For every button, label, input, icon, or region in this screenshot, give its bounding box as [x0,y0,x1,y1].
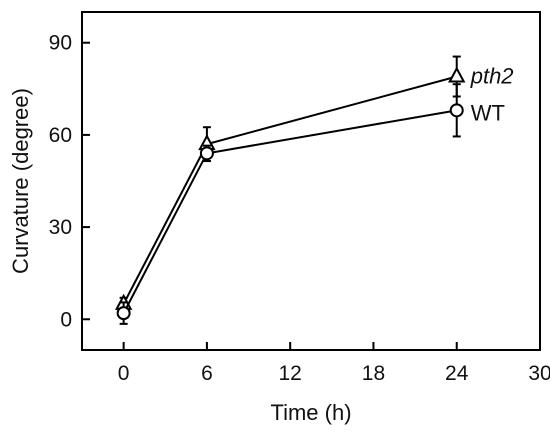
y-tick-label: 90 [49,32,72,55]
x-axis: 0 6 12 18 24 30 [118,342,550,385]
y-tick-label: 0 [60,308,72,331]
series-line-wt [122,109,457,314]
series-layer: pth2 WT [114,55,514,325]
x-tick-label: 6 [201,362,213,385]
x-axis-label: Time (h) [270,400,351,425]
y-axis: 0 30 60 90 [49,32,90,331]
y-tick-label: 60 [49,124,72,147]
x-tick-label: 12 [279,362,302,385]
data-point-circle [449,103,464,118]
x-tick-label: 24 [445,362,469,385]
series-line-pth2 [122,75,457,305]
x-tick-label: 30 [528,362,550,385]
series-label-pth2: pth2 [470,64,514,89]
plot-frame [81,11,541,351]
y-axis-label: Curvature (degree) [8,88,33,274]
x-tick-label: 0 [118,362,130,385]
x-tick-label: 18 [362,362,385,385]
y-tick-label: 30 [49,216,72,239]
series-pth2: pth2 [114,55,514,312]
data-point-triangle [448,66,466,83]
series-label-wt: WT [471,100,505,125]
data-point-circle [199,146,214,161]
data-point-circle [116,306,131,321]
series-wt: WT [116,83,505,325]
